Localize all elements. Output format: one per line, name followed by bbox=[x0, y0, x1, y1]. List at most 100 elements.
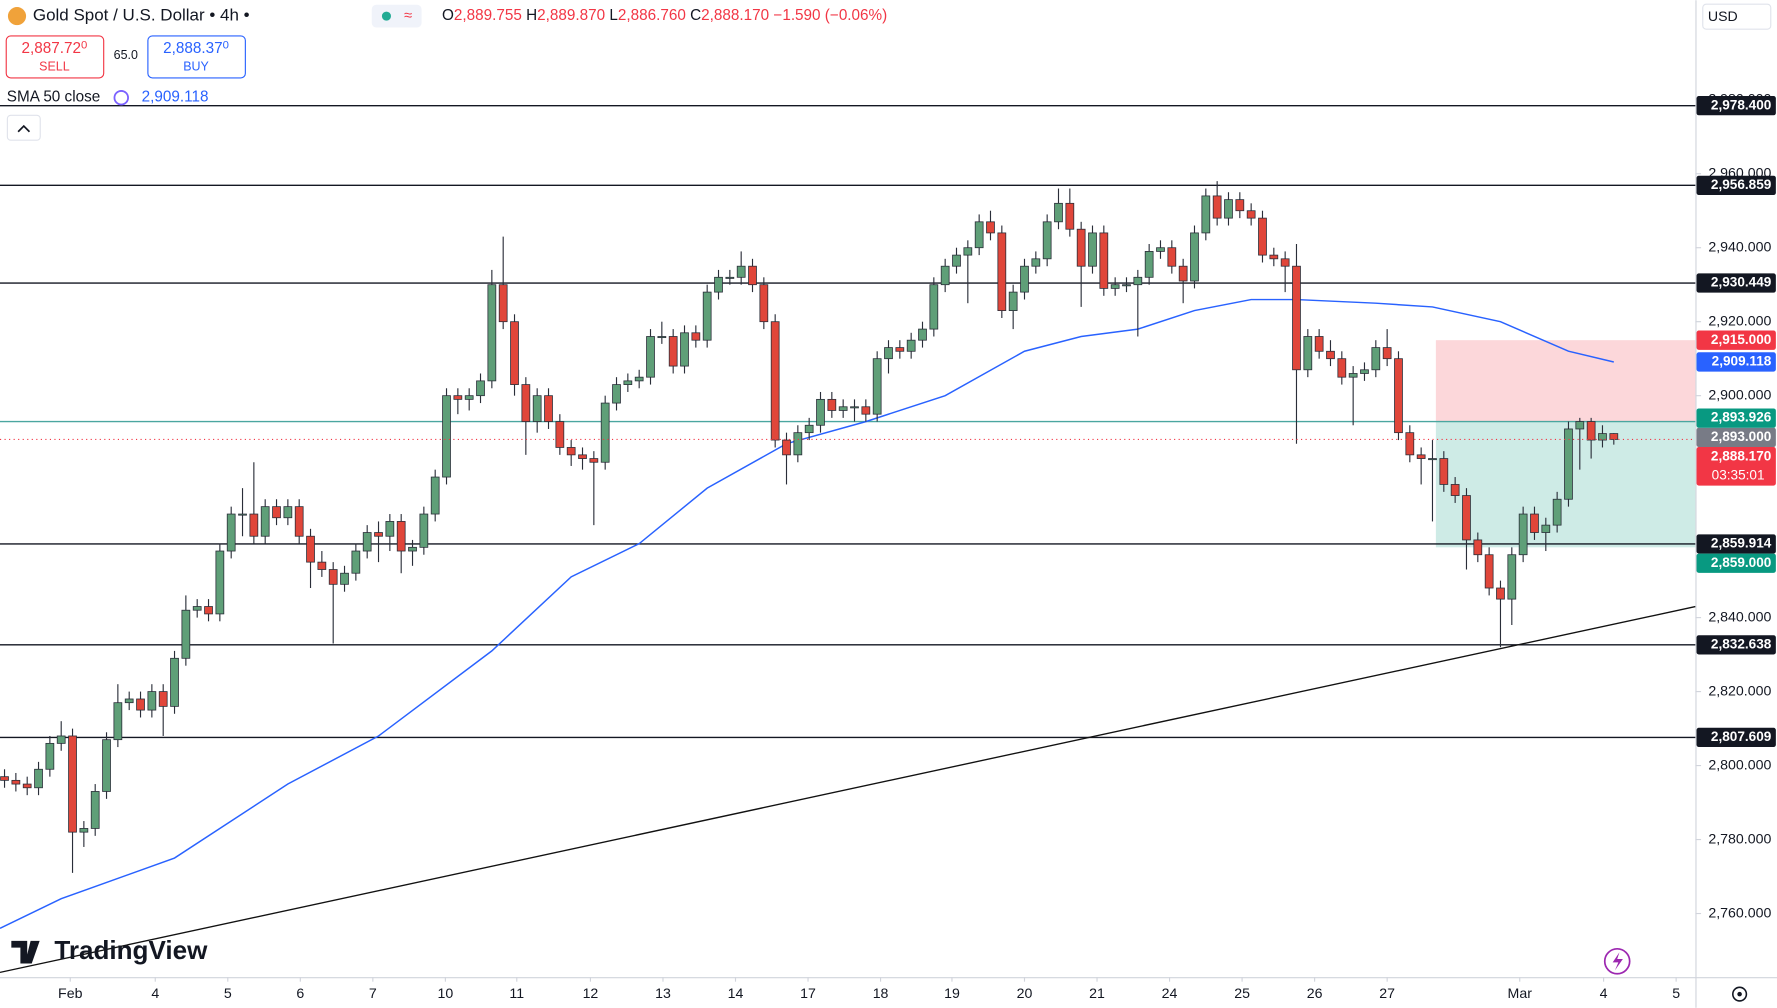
candle-body bbox=[1156, 247, 1165, 252]
x-tick-label: 27 bbox=[1379, 986, 1395, 1002]
price-tag-label: 2,832.638 bbox=[1711, 636, 1772, 651]
x-tick-label: 7 bbox=[369, 986, 377, 1002]
candle-body bbox=[782, 439, 791, 456]
candle-body bbox=[997, 232, 1007, 311]
candle-body bbox=[272, 506, 281, 519]
candle-body bbox=[1586, 421, 1596, 441]
countdown: 03:35:01 bbox=[1712, 468, 1765, 483]
trendline bbox=[0, 605, 1696, 974]
candle-body bbox=[158, 691, 168, 707]
buy-price-main: 2,888.37 bbox=[163, 40, 222, 57]
candle-body bbox=[419, 513, 429, 548]
collapse-button[interactable] bbox=[6, 114, 41, 141]
candle-body bbox=[544, 395, 553, 422]
candle-body bbox=[1428, 458, 1437, 461]
candle-body bbox=[1054, 202, 1063, 223]
candle-body bbox=[1020, 265, 1029, 293]
candle-body bbox=[816, 398, 825, 426]
price-tag bbox=[1696, 330, 1776, 350]
price-tag-label: 2,893.926 bbox=[1711, 410, 1772, 425]
buy-button[interactable] bbox=[147, 35, 246, 79]
x-tick-label: 6 bbox=[296, 986, 304, 1002]
lightning-icon bbox=[1612, 952, 1623, 971]
ohlc-key: L bbox=[609, 7, 618, 24]
x-tick-label: 5 bbox=[1672, 986, 1680, 1002]
x-tick-label: 18 bbox=[873, 986, 889, 1002]
candle-body bbox=[804, 424, 814, 434]
candle-body bbox=[1065, 202, 1075, 230]
price-tag bbox=[1696, 553, 1776, 573]
lightning-button[interactable] bbox=[1603, 947, 1631, 975]
y-tick-label: 2,820.000 bbox=[1708, 683, 1771, 699]
price-tag-label: 2,859.914 bbox=[1711, 536, 1772, 551]
x-tick-label: 4 bbox=[151, 986, 159, 1002]
candle-body bbox=[464, 395, 474, 400]
sell-button[interactable] bbox=[5, 35, 105, 79]
candle-body bbox=[340, 572, 349, 585]
candle-body bbox=[623, 380, 633, 385]
ohlc-values: O2,889.755 H2,889.870 L2,886.760 C2,888.… bbox=[442, 7, 887, 24]
ohlc-key: H bbox=[526, 7, 537, 24]
candle-body bbox=[374, 532, 383, 537]
indicator-icon[interactable] bbox=[113, 90, 129, 106]
candle-body bbox=[1337, 358, 1347, 378]
candle-body bbox=[260, 506, 270, 537]
x-tick-label: 25 bbox=[1234, 986, 1250, 1002]
candle-body bbox=[442, 395, 451, 478]
candle-body bbox=[226, 513, 236, 552]
ohlc-value: 2,886.760 bbox=[618, 7, 686, 24]
candle-body bbox=[317, 561, 327, 570]
symbol-title[interactable]: Gold Spot / U.S. Dollar • 4h • bbox=[33, 6, 250, 25]
candle-body bbox=[850, 406, 859, 409]
candle-body bbox=[895, 347, 905, 352]
candle-body bbox=[680, 332, 689, 367]
candle-body bbox=[612, 384, 621, 404]
candle-body bbox=[1133, 276, 1143, 286]
candle-body bbox=[668, 336, 678, 367]
candle-body bbox=[192, 606, 202, 611]
ohlc-value: 2,889.870 bbox=[537, 7, 605, 24]
y-tick-label: 2,920.000 bbox=[1708, 313, 1771, 329]
candle-body bbox=[362, 532, 372, 552]
candle-body bbox=[929, 284, 939, 330]
spread: 65.0 bbox=[114, 48, 138, 62]
candle-body bbox=[1031, 258, 1041, 267]
candle-body bbox=[838, 406, 848, 411]
candle-body bbox=[940, 265, 950, 286]
price-tag bbox=[1696, 96, 1776, 116]
x-tick-label: 4 bbox=[1600, 986, 1608, 1002]
candle-body bbox=[1564, 428, 1573, 500]
x-tick-label: 14 bbox=[728, 986, 744, 1002]
symbol-logo bbox=[7, 7, 27, 26]
price-tag-label: 2,978.400 bbox=[1711, 97, 1771, 112]
candle-body bbox=[1326, 350, 1335, 360]
candle-body bbox=[1598, 433, 1607, 441]
candle-body bbox=[147, 691, 157, 711]
buy-price: 2,888.370 bbox=[163, 40, 229, 57]
y-tick-label: 2,940.000 bbox=[1708, 239, 1771, 255]
ohlc-key: C bbox=[690, 7, 701, 24]
settings-button[interactable] bbox=[1732, 986, 1748, 1002]
candle-body bbox=[1269, 254, 1279, 260]
candle-body bbox=[748, 265, 757, 286]
candle-body bbox=[963, 247, 973, 256]
candle-body bbox=[1167, 247, 1177, 267]
y-tick-label: 2,900.000 bbox=[1708, 387, 1771, 403]
candle-body bbox=[124, 698, 134, 704]
price-tag bbox=[1696, 447, 1776, 486]
indicator-name[interactable]: SMA 50 close bbox=[7, 89, 100, 106]
buy-label: BUY bbox=[183, 59, 209, 73]
candle-body bbox=[181, 609, 191, 659]
candle-body bbox=[521, 384, 531, 422]
candle-body bbox=[952, 254, 961, 267]
candle-body bbox=[555, 421, 565, 448]
candle-body bbox=[1280, 258, 1290, 267]
currency-button[interactable] bbox=[1702, 3, 1772, 30]
price-tag-label: 2,859.000 bbox=[1711, 555, 1771, 570]
candle-body bbox=[102, 739, 111, 792]
status-badge[interactable] bbox=[371, 4, 422, 28]
candle-body bbox=[1178, 265, 1188, 282]
x-tick-label: 17 bbox=[800, 986, 816, 1002]
